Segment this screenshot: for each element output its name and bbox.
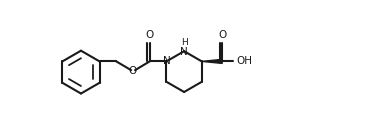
- Text: N: N: [163, 56, 170, 66]
- Polygon shape: [202, 59, 222, 63]
- Text: H: H: [181, 38, 187, 47]
- Text: N: N: [180, 47, 188, 57]
- Text: OH: OH: [237, 56, 252, 66]
- Text: O: O: [129, 66, 137, 76]
- Text: O: O: [146, 30, 154, 40]
- Text: O: O: [218, 30, 226, 40]
